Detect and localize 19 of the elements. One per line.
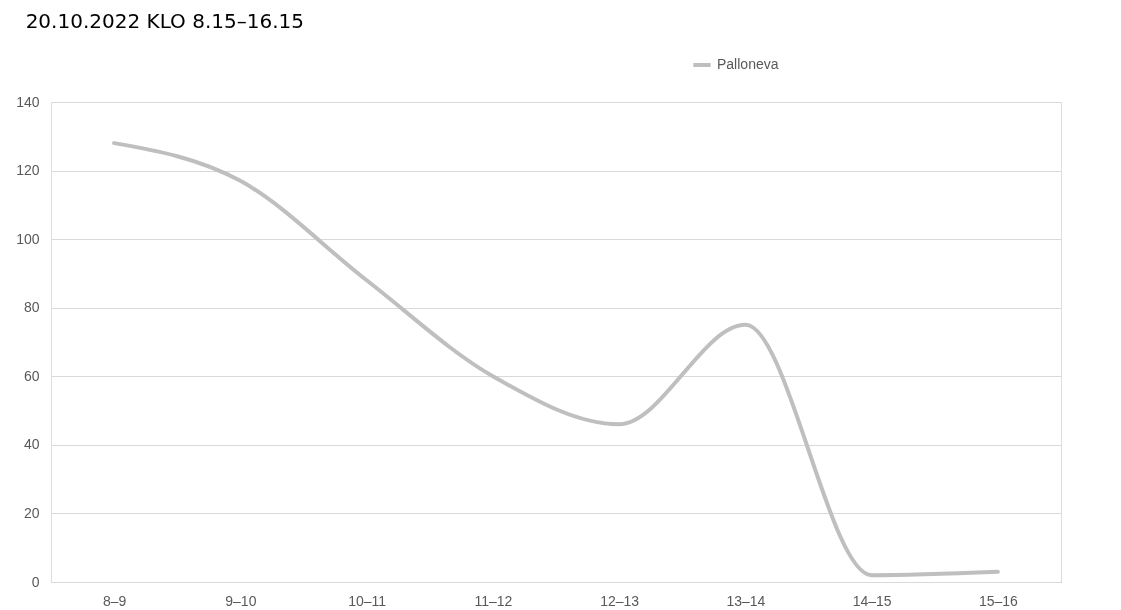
legend-label: Palloneva: [717, 56, 779, 72]
chart-title: 20.10.2022 KLO 8.15–16.15: [25, 9, 304, 33]
x-tick-label: 15–16: [978, 592, 1019, 609]
x-tick-label: 10–11: [348, 592, 387, 609]
x-tick-label: 12–13: [600, 592, 640, 609]
line-series: [112, 141, 1000, 578]
x-tick-label: 11–12: [474, 592, 513, 609]
y-tick-label: 60: [23, 367, 40, 384]
y-tick-label: 0: [31, 573, 40, 590]
x-tick-label: 13–14: [726, 592, 766, 609]
x-tick-label: 8–9: [102, 592, 127, 609]
y-tick-label: 40: [23, 436, 40, 453]
x-tick-label: 14–15: [852, 592, 892, 609]
y-tick-label: 120: [16, 162, 40, 179]
x-tick-label: 9–10: [225, 592, 257, 609]
y-tick-label: 80: [23, 299, 40, 316]
y-tick-label: 20: [23, 504, 40, 521]
y-tick-label: 140: [16, 93, 40, 110]
y-tick-label: 100: [16, 230, 40, 247]
